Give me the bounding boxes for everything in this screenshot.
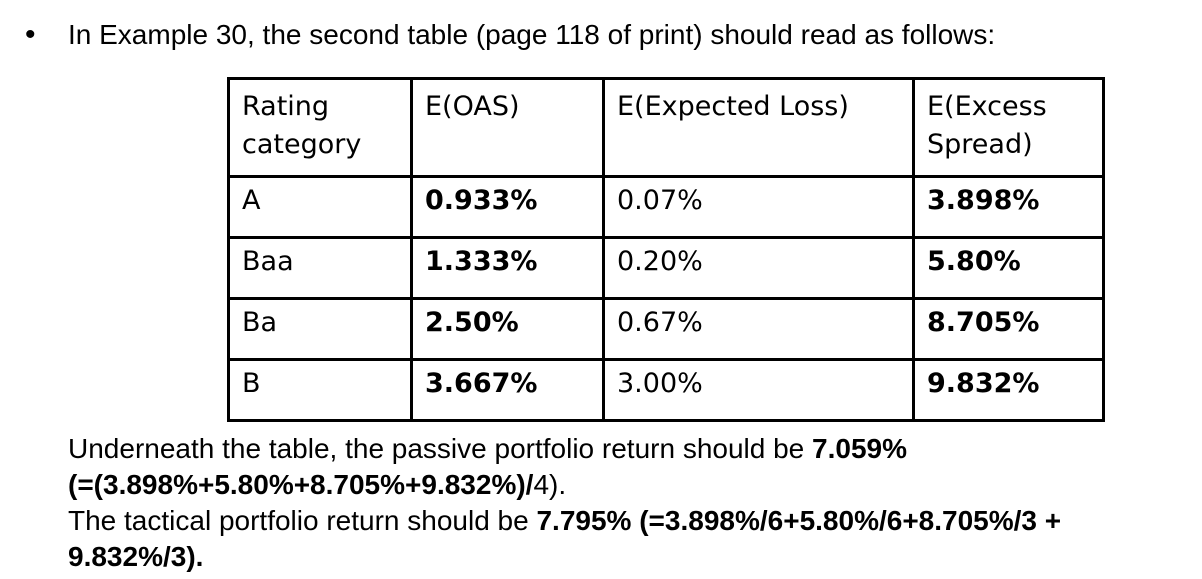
cell-e-expected-loss: 0.20%	[602, 236, 915, 300]
cell-e-expected-loss: 0.67%	[602, 297, 915, 361]
note-text-segment: (=(3.898%+5.80%+8.705%+9.832%)/	[68, 469, 534, 500]
col-header-e-expected-loss: E(Expected Loss)	[602, 77, 915, 178]
bullet-marker: •	[25, 18, 36, 51]
note-line: The tactical portfolio return should be …	[68, 503, 1061, 539]
cell-rating-category: B	[227, 358, 413, 422]
corrections-table: Rating category E(OAS) E(Expected Loss) …	[227, 77, 1105, 422]
note-text-segment: Underneath the table, the passive portfo…	[68, 433, 813, 464]
table-row: Ba 2.50% 0.67% 8.705%	[227, 297, 1105, 361]
bullet-item: • In Example 30, the second table (page 1…	[25, 17, 995, 53]
cell-e-expected-loss: 0.07%	[602, 175, 915, 239]
table-header-row: Rating category E(OAS) E(Expected Loss) …	[227, 77, 1105, 178]
cell-e-expected-loss: 3.00%	[602, 358, 915, 422]
notes-block: Underneath the table, the passive portfo…	[68, 431, 1061, 575]
table-row: B 3.667% 3.00% 9.832%	[227, 358, 1105, 422]
cell-rating-category: Baa	[227, 236, 413, 300]
table-row: Baa 1.333% 0.20% 5.80%	[227, 236, 1105, 300]
cell-rating-category: A	[227, 175, 413, 239]
cell-rating-category: Ba	[227, 297, 413, 361]
note-text-segment: The tactical portfolio return should be	[68, 505, 537, 536]
cell-e-oas: 2.50%	[410, 297, 605, 361]
bullet-text: In Example 30, the second table (page 11…	[68, 19, 996, 50]
cell-e-excess-spread: 8.705%	[912, 297, 1105, 361]
cell-e-oas: 3.667%	[410, 358, 605, 422]
cell-e-excess-spread: 5.80%	[912, 236, 1105, 300]
col-header-e-oas: E(OAS)	[410, 77, 605, 178]
col-header-rating-category: Rating category	[227, 77, 413, 178]
note-line: Underneath the table, the passive portfo…	[68, 431, 1061, 467]
note-text-segment: 9.832%/3).	[68, 541, 204, 572]
cell-e-excess-spread: 9.832%	[912, 358, 1105, 422]
cell-e-excess-spread: 3.898%	[912, 175, 1105, 239]
note-text-segment: 7.795% (=3.898%/6+5.80%/6+8.705%/3 +	[536, 505, 1062, 536]
cell-e-oas: 0.933%	[410, 175, 605, 239]
note-line: 9.832%/3).	[68, 539, 1061, 575]
table-row: A 0.933% 0.07% 3.898%	[227, 175, 1105, 239]
col-header-e-excess-spread: E(Excess Spread)	[912, 77, 1105, 178]
note-text-segment: 4).	[533, 469, 567, 500]
cell-e-oas: 1.333%	[410, 236, 605, 300]
note-line: (=(3.898%+5.80%+8.705%+9.832%)/4).	[68, 467, 1061, 503]
note-text-segment: 7.059%	[812, 433, 908, 464]
